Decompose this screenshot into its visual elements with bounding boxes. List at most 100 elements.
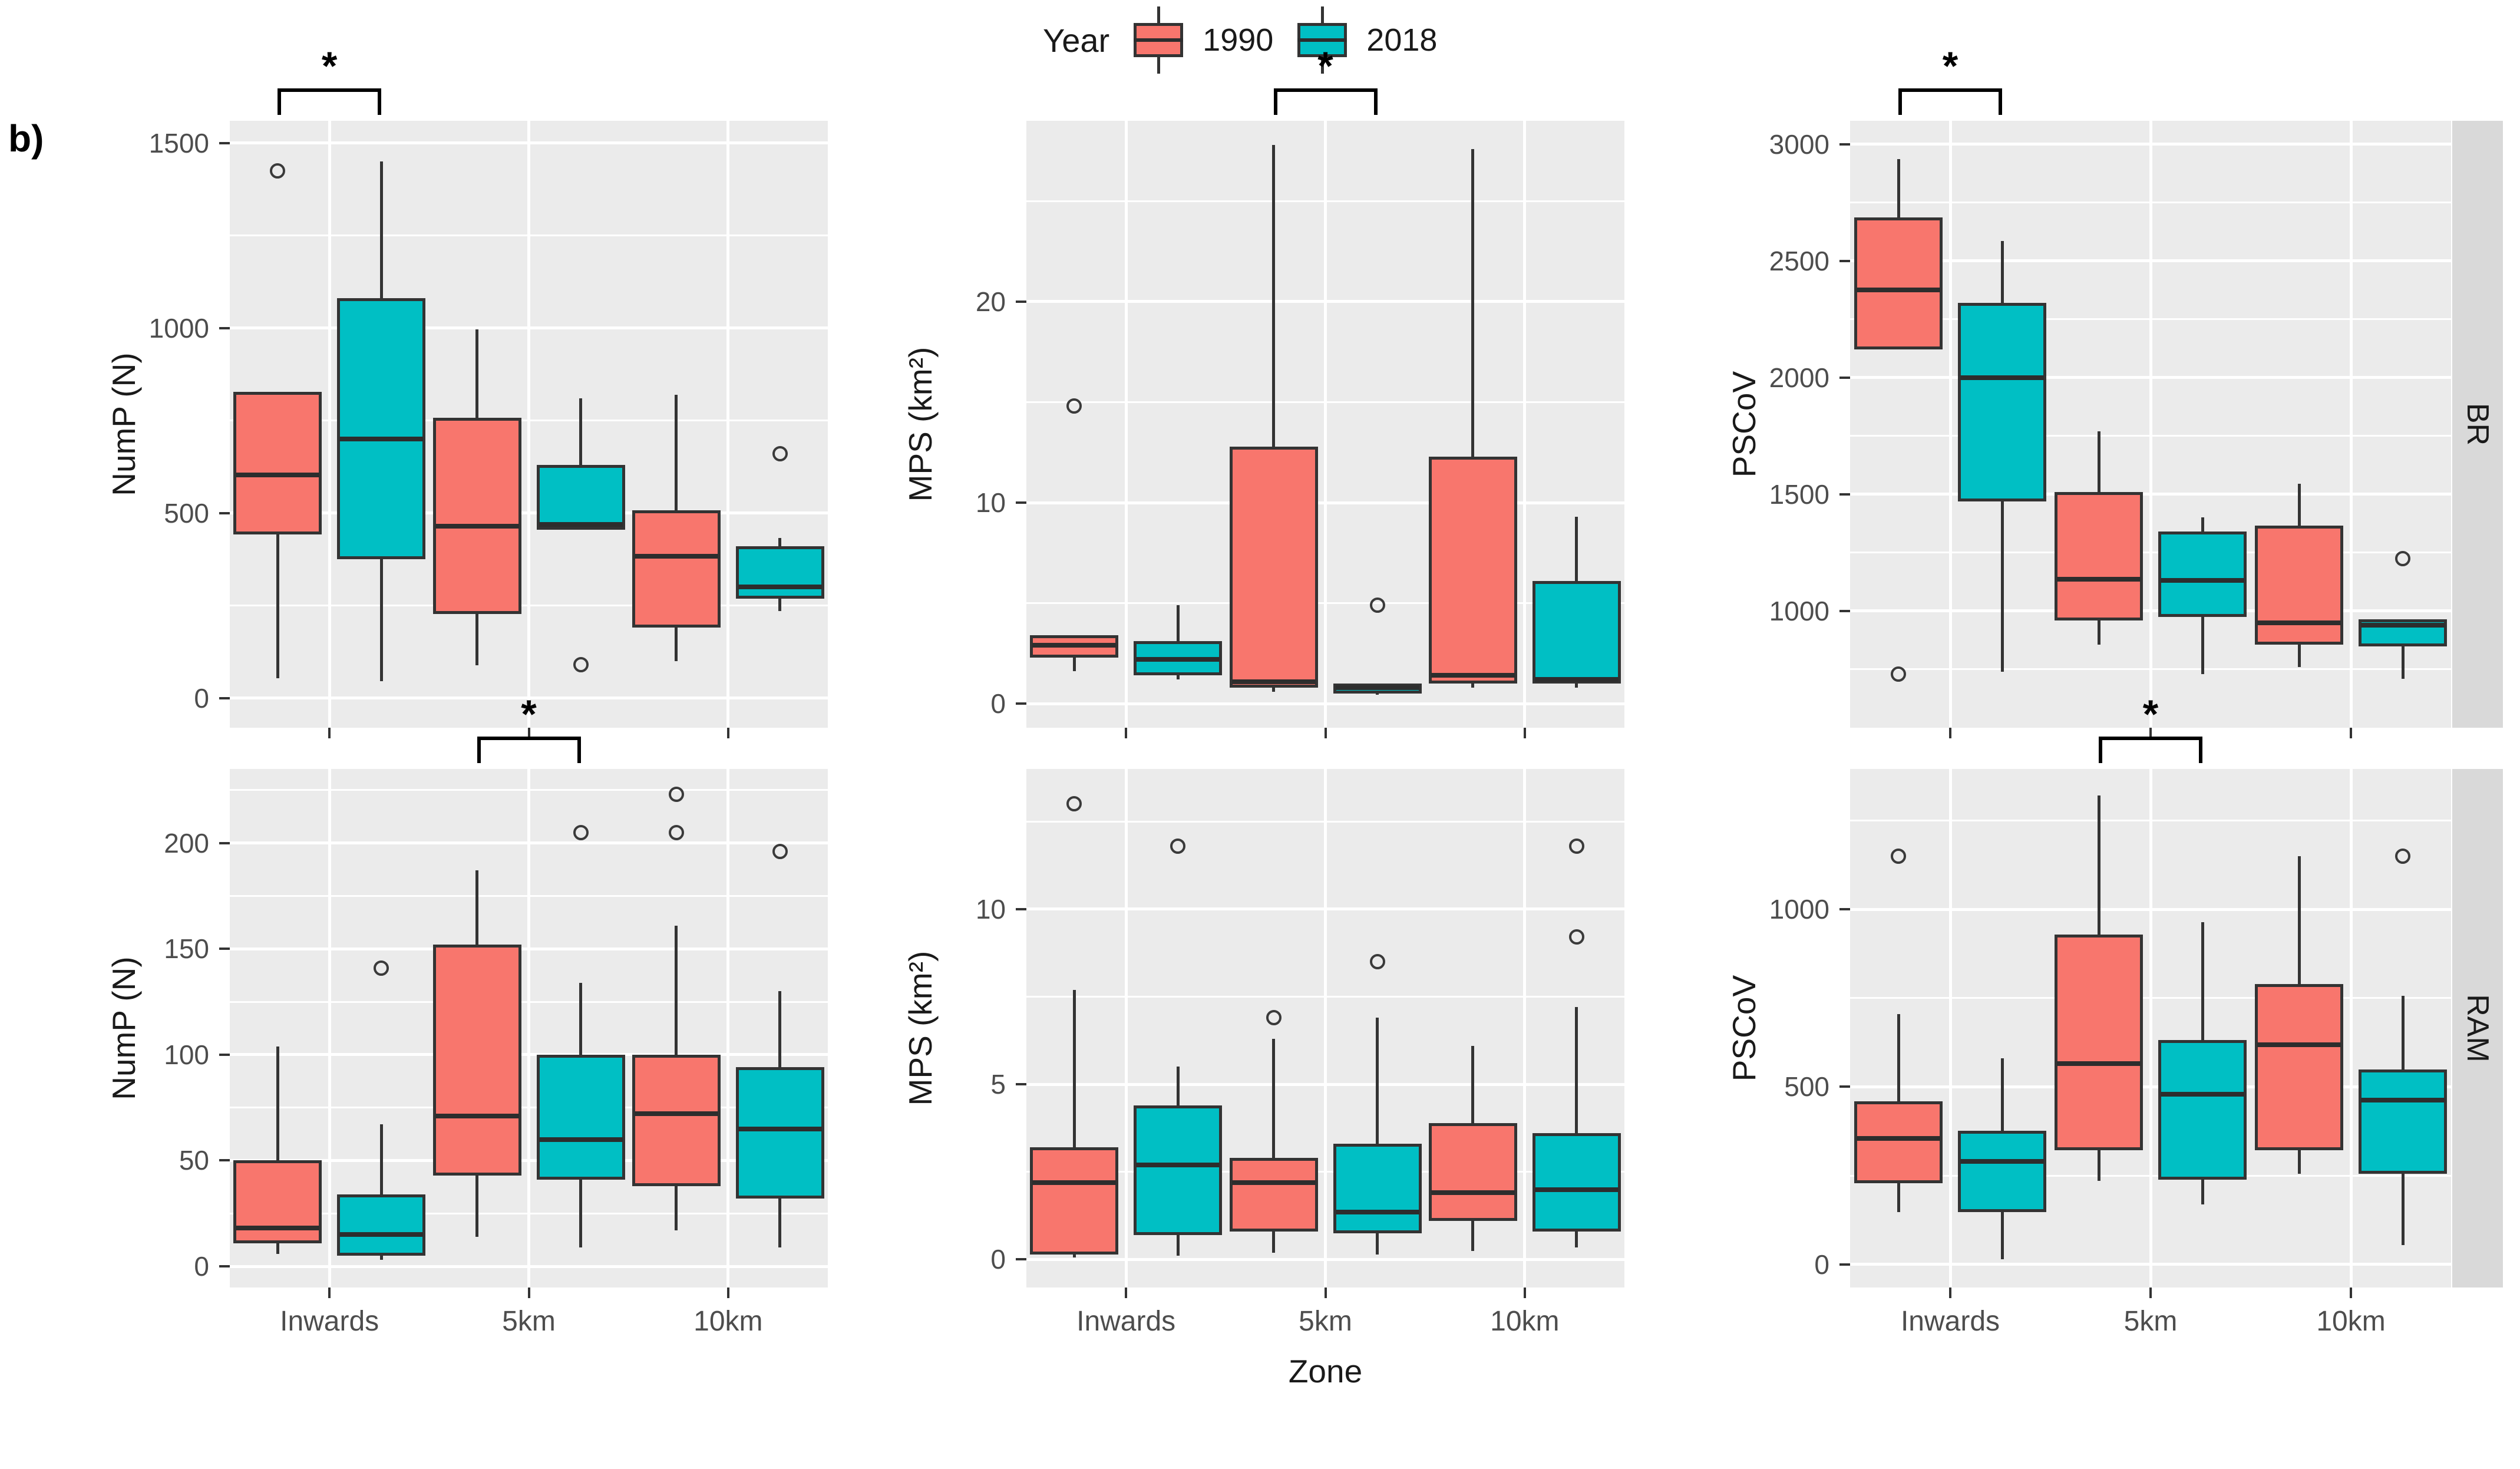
y-tick-mark xyxy=(219,948,230,950)
box-BR-NumP (N)-5km-2018 xyxy=(536,465,625,530)
box-BR-PSCoV-10km-2018-median xyxy=(2361,622,2445,628)
gridline-vertical xyxy=(726,121,730,728)
gridline-vertical xyxy=(2149,769,2152,1288)
y-axis-title: MPS (km²) xyxy=(902,950,939,1106)
box-RAM-MPS (km²)-5km-1990-whisker-low xyxy=(1272,1231,1275,1253)
significance-star: * xyxy=(521,692,537,737)
y-tick-mark xyxy=(219,1265,230,1268)
box-RAM-MPS (km²)-Inwards-1990-median xyxy=(1032,1180,1117,1185)
box-BR-PSCoV-10km-2018-outlier xyxy=(2395,550,2410,566)
box-RAM-NumP (N)-Inwards-1990-whisker-low xyxy=(276,1243,279,1254)
box-BR-PSCoV-5km-2018 xyxy=(2158,532,2247,617)
box-RAM-MPS (km²)-10km-2018 xyxy=(1532,1133,1621,1232)
boxplot-key-icon xyxy=(1132,6,1185,74)
box-RAM-MPS (km²)-Inwards-1990-outlier xyxy=(1066,796,1082,812)
box-RAM-MPS (km²)-10km-1990-whisker-low xyxy=(1471,1221,1475,1251)
box-RAM-MPS (km²)-5km-2018-whisker-low xyxy=(1376,1233,1379,1255)
box-RAM-PSCoV-10km-2018-median xyxy=(2361,1098,2445,1103)
box-RAM-PSCoV-10km-1990 xyxy=(2255,983,2343,1151)
facet-strip-label: RAM xyxy=(2460,994,2495,1062)
x-tick-label: Inwards xyxy=(1900,1306,2000,1337)
significance-bracket-bar xyxy=(2099,737,2202,740)
box-RAM-MPS (km²)-5km-1990-whisker-high xyxy=(1272,1038,1275,1158)
y-tick-mark xyxy=(219,696,230,699)
box-RAM-NumP (N)-Inwards-2018-whisker-high xyxy=(379,1124,383,1194)
box-BR-PSCoV-5km-2018-whisker-low xyxy=(2201,616,2204,674)
box-BR-MPS (km²)-10km-1990 xyxy=(1428,456,1517,684)
significance-bracket-bar xyxy=(1273,88,1378,92)
y-tick-mark xyxy=(219,511,230,514)
box-BR-NumP (N)-Inwards-2018 xyxy=(337,298,426,560)
x-tick-mark xyxy=(2149,1288,2152,1298)
box-RAM-NumP (N)-10km-1990-outlier xyxy=(668,824,684,840)
significance-bracket-end xyxy=(378,88,382,115)
y-tick-label: 500 xyxy=(164,497,209,529)
significance-star: * xyxy=(1317,44,1333,88)
x-tick-label: 10km xyxy=(693,1306,763,1337)
y-tick-label: 2500 xyxy=(1769,245,1829,276)
box-BR-PSCoV-5km-2018-whisker-high xyxy=(2201,517,2204,532)
box-BR-NumP (N)-Inwards-2018-whisker-high xyxy=(379,161,383,299)
x-tick-mark xyxy=(527,1288,530,1298)
significance-bracket-end xyxy=(2099,737,2102,763)
y-tick-mark xyxy=(219,141,230,144)
panel-RAM-MPS (km²) xyxy=(1026,769,1624,1288)
box-RAM-PSCoV-10km-1990-whisker-low xyxy=(2297,1150,2301,1174)
box-RAM-NumP (N)-5km-1990-whisker-low xyxy=(475,1175,478,1237)
box-BR-MPS (km²)-Inwards-2018-median xyxy=(1136,657,1220,662)
box-BR-PSCoV-Inwards-1990-whisker-high xyxy=(1897,159,1900,218)
box-RAM-MPS (km²)-10km-1990 xyxy=(1428,1123,1517,1222)
facet-strip-br: BR xyxy=(2452,121,2503,728)
significance-bracket-end xyxy=(477,737,481,763)
box-RAM-PSCoV-Inwards-2018-median xyxy=(1960,1159,2044,1164)
y-tick-label: 0 xyxy=(194,682,209,714)
box-RAM-MPS (km²)-5km-2018-outlier xyxy=(1369,954,1385,970)
significance-star: * xyxy=(2142,692,2159,737)
box-BR-NumP (N)-5km-2018-outlier xyxy=(573,657,589,673)
box-BR-NumP (N)-5km-1990-whisker-low xyxy=(475,613,478,665)
box-RAM-PSCoV-10km-1990-whisker-high xyxy=(2297,856,2301,984)
y-tick-mark xyxy=(1839,1263,1850,1266)
box-BR-PSCoV-10km-1990 xyxy=(2255,526,2343,645)
y-tick-label: 10 xyxy=(975,893,1006,925)
gridline-vertical xyxy=(328,121,331,728)
significance-bracket-bar xyxy=(1898,88,2002,92)
significance-bracket-end xyxy=(2199,737,2202,763)
box-BR-PSCoV-Inwards-1990-median xyxy=(1857,288,1940,293)
significance-bracket-end xyxy=(577,737,581,763)
y-tick-mark xyxy=(1016,501,1026,504)
box-BR-NumP (N)-10km-2018 xyxy=(735,546,824,599)
box-RAM-PSCoV-Inwards-1990-whisker-low xyxy=(1897,1183,1900,1212)
box-BR-MPS (km²)-5km-2018-outlier xyxy=(1369,597,1385,613)
x-tick-mark xyxy=(2149,728,2152,738)
box-RAM-MPS (km²)-Inwards-2018 xyxy=(1134,1105,1223,1235)
box-RAM-NumP (N)-10km-1990-whisker-high xyxy=(675,925,678,1055)
box-RAM-NumP (N)-5km-1990 xyxy=(432,945,521,1176)
box-RAM-NumP (N)-10km-2018-whisker-high xyxy=(778,991,782,1068)
x-axis-title: Zone xyxy=(1288,1353,1363,1389)
box-BR-NumP (N)-5km-1990-median xyxy=(435,523,519,529)
y-tick-mark xyxy=(1016,1258,1026,1261)
box-BR-MPS (km²)-Inwards-1990-median xyxy=(1032,643,1117,648)
box-RAM-NumP (N)-10km-2018-whisker-low xyxy=(778,1199,782,1247)
box-BR-NumP (N)-Inwards-2018-whisker-low xyxy=(379,559,383,682)
gridline-vertical xyxy=(1523,769,1527,1288)
facet-strip-label: BR xyxy=(2460,402,2495,446)
legend-label-1990: 1990 xyxy=(1203,22,1274,58)
box-RAM-NumP (N)-10km-1990-whisker-low xyxy=(675,1186,678,1230)
box-RAM-NumP (N)-10km-1990-outlier xyxy=(668,787,684,803)
panel-BR-MPS (km²) xyxy=(1026,121,1624,728)
y-tick-label: 3000 xyxy=(1769,128,1829,160)
legend-entry-2018: 2018 xyxy=(1296,6,1437,74)
box-BR-NumP (N)-Inwards-1990-median xyxy=(236,473,320,478)
x-tick-mark xyxy=(1324,1288,1327,1298)
box-BR-NumP (N)-5km-1990 xyxy=(432,418,521,614)
box-BR-NumP (N)-5km-2018-whisker-high xyxy=(579,398,582,466)
legend-entry-1990: 1990 xyxy=(1132,6,1273,74)
box-BR-MPS (km²)-10km-2018 xyxy=(1532,581,1621,684)
significance-bracket-end xyxy=(278,88,282,115)
y-tick-mark xyxy=(1839,376,1850,379)
y-tick-label: 1000 xyxy=(1769,894,1829,925)
gridline-vertical xyxy=(2349,769,2353,1288)
box-BR-MPS (km²)-Inwards-2018-whisker-low xyxy=(1176,675,1180,680)
